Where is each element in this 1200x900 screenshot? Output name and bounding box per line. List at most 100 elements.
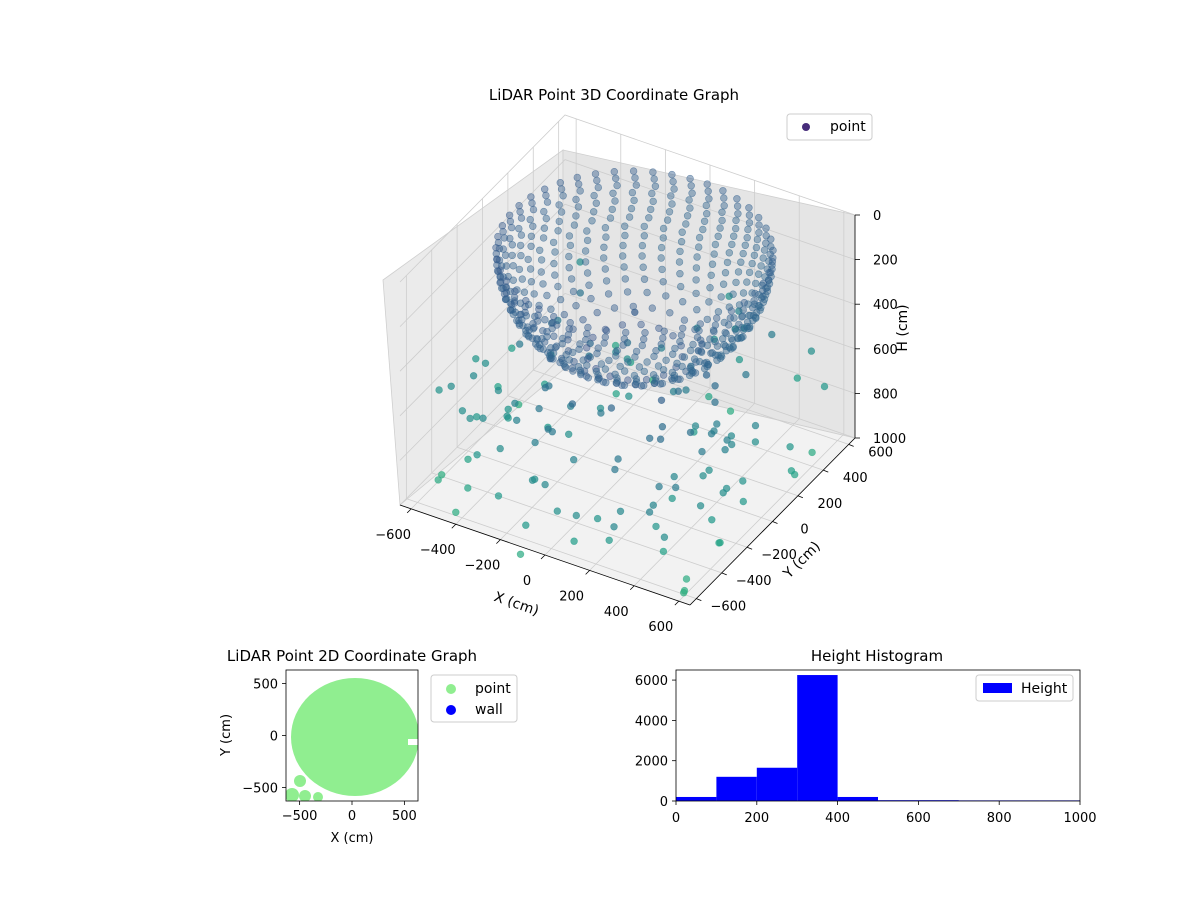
point-marker bbox=[648, 304, 656, 312]
x-tick-label: 200 bbox=[559, 589, 584, 604]
point-marker bbox=[725, 292, 733, 300]
point-marker bbox=[600, 339, 608, 347]
point-marker bbox=[548, 324, 556, 333]
point-marker bbox=[645, 434, 654, 442]
point-marker bbox=[670, 185, 678, 193]
point-marker bbox=[517, 251, 525, 260]
point-marker bbox=[659, 366, 668, 374]
point-marker bbox=[558, 356, 566, 365]
histogram-legend-box bbox=[975, 674, 1074, 702]
point-marker bbox=[659, 371, 668, 379]
point-marker bbox=[547, 305, 555, 313]
x-tick-label: −500 bbox=[282, 809, 318, 824]
point-marker bbox=[535, 246, 544, 255]
point-marker bbox=[696, 502, 705, 510]
point-marker bbox=[692, 289, 700, 298]
point-marker bbox=[458, 407, 467, 415]
x-tick bbox=[451, 523, 457, 529]
point-marker bbox=[592, 367, 601, 375]
point-marker bbox=[554, 282, 562, 291]
point-marker bbox=[639, 263, 647, 271]
point-marker bbox=[554, 227, 562, 235]
point-marker bbox=[569, 325, 577, 333]
point-marker bbox=[632, 181, 640, 189]
point-marker bbox=[597, 360, 606, 368]
point-marker bbox=[657, 340, 665, 348]
point-marker bbox=[614, 455, 622, 463]
point-marker bbox=[616, 362, 624, 371]
point-marker bbox=[601, 325, 610, 334]
point-marker bbox=[547, 344, 555, 352]
point-marker bbox=[601, 365, 610, 373]
point-marker bbox=[574, 203, 583, 211]
point-marker bbox=[787, 467, 796, 475]
point-marker bbox=[751, 279, 760, 288]
point-marker bbox=[687, 182, 695, 190]
point-marker bbox=[515, 265, 524, 274]
point-marker bbox=[569, 287, 578, 296]
point-marker bbox=[646, 205, 655, 214]
point-marker bbox=[529, 325, 537, 333]
point-marker bbox=[438, 471, 446, 479]
histogram-bar bbox=[837, 796, 878, 801]
point-marker bbox=[656, 435, 665, 443]
point-marker bbox=[734, 210, 742, 218]
point-marker bbox=[757, 262, 765, 270]
point-marker bbox=[496, 266, 504, 274]
point-marker bbox=[731, 224, 740, 233]
point-marker bbox=[541, 480, 549, 489]
point-marker bbox=[517, 231, 526, 239]
point-marker bbox=[676, 270, 684, 278]
point-marker bbox=[562, 351, 570, 359]
x-tick bbox=[406, 508, 412, 514]
point-marker bbox=[628, 188, 637, 197]
point-marker bbox=[755, 229, 763, 237]
point-marker bbox=[473, 451, 481, 459]
plot2d-point-cloud-tail-2 bbox=[286, 788, 299, 801]
point-marker bbox=[739, 289, 748, 297]
point-marker bbox=[765, 269, 773, 277]
point-marker bbox=[535, 301, 543, 310]
point-marker bbox=[557, 185, 566, 193]
plot3d-legend-label: point bbox=[830, 119, 866, 135]
point-marker bbox=[659, 224, 668, 233]
point-marker bbox=[592, 199, 600, 207]
point-marker bbox=[719, 489, 727, 497]
histogram-legend-swatch bbox=[983, 683, 1012, 693]
plot2d-legend-point-label: point bbox=[475, 681, 511, 697]
point-marker bbox=[711, 351, 720, 359]
point-marker bbox=[638, 341, 646, 350]
point-marker bbox=[762, 224, 770, 232]
point-marker bbox=[734, 334, 742, 342]
point-marker bbox=[686, 364, 694, 372]
point-marker bbox=[743, 278, 751, 286]
point-marker bbox=[492, 250, 500, 258]
point-marker bbox=[611, 465, 619, 474]
point-marker bbox=[745, 204, 753, 212]
point-marker bbox=[535, 404, 543, 413]
point-marker bbox=[726, 314, 734, 322]
y-tick-label: 4000 bbox=[635, 714, 668, 729]
point-marker bbox=[635, 363, 644, 371]
point-marker bbox=[506, 217, 515, 226]
point-marker bbox=[645, 214, 653, 222]
point-marker bbox=[689, 340, 697, 349]
point-marker bbox=[481, 359, 490, 367]
point-marker bbox=[767, 242, 775, 251]
point-marker bbox=[639, 335, 648, 343]
point-marker bbox=[469, 372, 478, 380]
point-marker bbox=[564, 347, 572, 355]
point-marker bbox=[473, 413, 481, 421]
point-marker bbox=[568, 400, 577, 408]
point-marker bbox=[594, 344, 602, 352]
point-marker bbox=[751, 438, 760, 446]
point-marker bbox=[751, 289, 759, 298]
point-marker bbox=[752, 243, 761, 252]
x-tick bbox=[496, 539, 501, 544]
point-marker bbox=[542, 191, 550, 200]
point-marker bbox=[662, 292, 670, 300]
point-marker bbox=[537, 268, 545, 276]
y-tick bbox=[746, 546, 753, 550]
plot2d-title: LiDAR Point 2D Coordinate Graph bbox=[227, 647, 477, 665]
point-marker bbox=[627, 204, 636, 213]
